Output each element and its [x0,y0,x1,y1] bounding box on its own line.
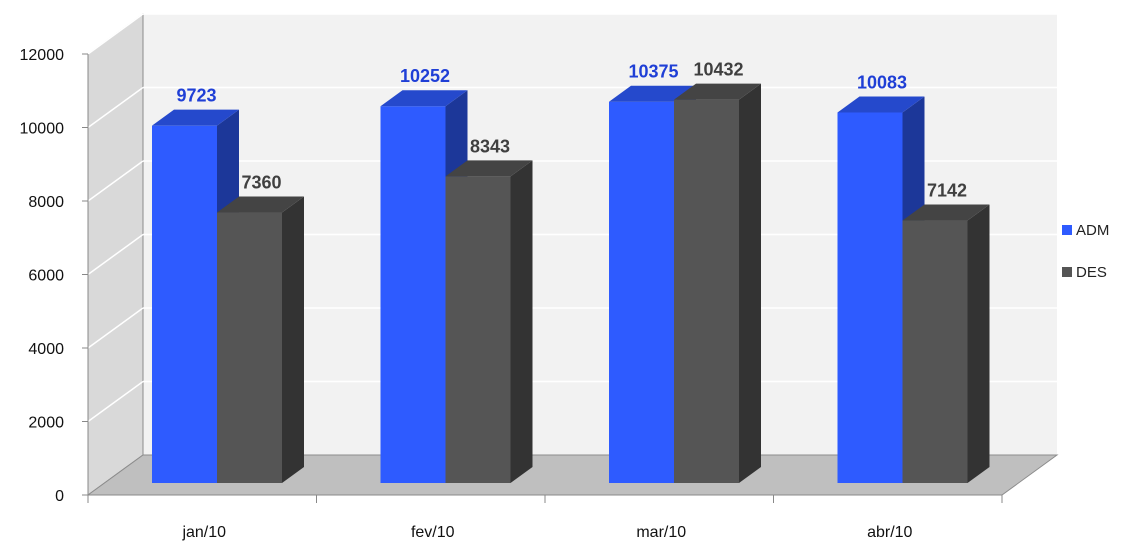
bar-top-des [217,196,304,213]
bar-top-adm [609,85,696,102]
x-tick-label: mar/10 [636,524,686,541]
bar-front-adm [609,101,674,483]
y-tick-label: 6000 [28,268,64,285]
x-tick-label: abr/10 [867,524,912,541]
bar-side-des [282,196,304,483]
bar-top-des [902,204,990,221]
gridline-side [87,13,144,55]
bar-top-des [674,83,761,100]
y-tick-label: 0 [55,488,64,505]
y-tick-label: 12000 [20,47,65,64]
bar-front-des [674,99,739,484]
bar-front-des [902,220,968,483]
data-label-des: 7142 [927,181,967,201]
legend-label-des: DES [1076,263,1107,281]
y-tick-label: 8000 [28,194,64,211]
legend: ADM DES [1062,219,1109,303]
data-label-des: 10432 [693,60,743,80]
bar-top-adm [837,96,925,113]
bar-front-des [445,176,511,483]
legend-item-adm: ADM [1062,219,1109,241]
bar-side-des [510,160,533,483]
bar-top-des [445,160,533,177]
bar-front-adm [152,125,217,483]
x-tick-label: fev/10 [411,524,455,541]
legend-label-adm: ADM [1076,221,1110,239]
gridline-side [87,160,144,202]
legend-swatch-des [1062,267,1072,277]
gridline-side [87,380,144,423]
bar-side-des [967,204,990,483]
y-tick-label: 10000 [20,121,65,138]
gridline-side [87,307,144,349]
bar-front-des [217,212,282,483]
gridline-side [87,233,144,276]
data-label-adm: 10252 [400,66,450,86]
data-label-adm: 10083 [857,72,907,92]
bar-front-adm [837,112,903,483]
legend-item-des: DES [1062,261,1109,283]
legend-swatch-adm [1062,225,1072,235]
gridline-side [87,86,144,129]
axes: 0 2000 4000 6000 8000 10000 12000 jan/10 fev/10 m… [20,47,1003,541]
data-label-adm: 9723 [176,86,216,106]
data-label-adm: 10375 [628,62,678,82]
y-tick-label: 4000 [28,341,64,358]
bar-side-des [739,83,761,484]
data-labels: 9723 7360 10252 8343 10375 10432 10083 7142 [176,60,967,201]
bars [152,83,990,484]
data-label-des: 8343 [470,136,510,156]
x-tick-label: jan/10 [181,524,226,541]
y-tick-label: 2000 [28,415,64,432]
bar-front-adm [380,106,446,483]
bar-top-adm [380,90,468,107]
bar-top-adm [152,109,239,126]
data-label-des: 7360 [241,173,281,193]
